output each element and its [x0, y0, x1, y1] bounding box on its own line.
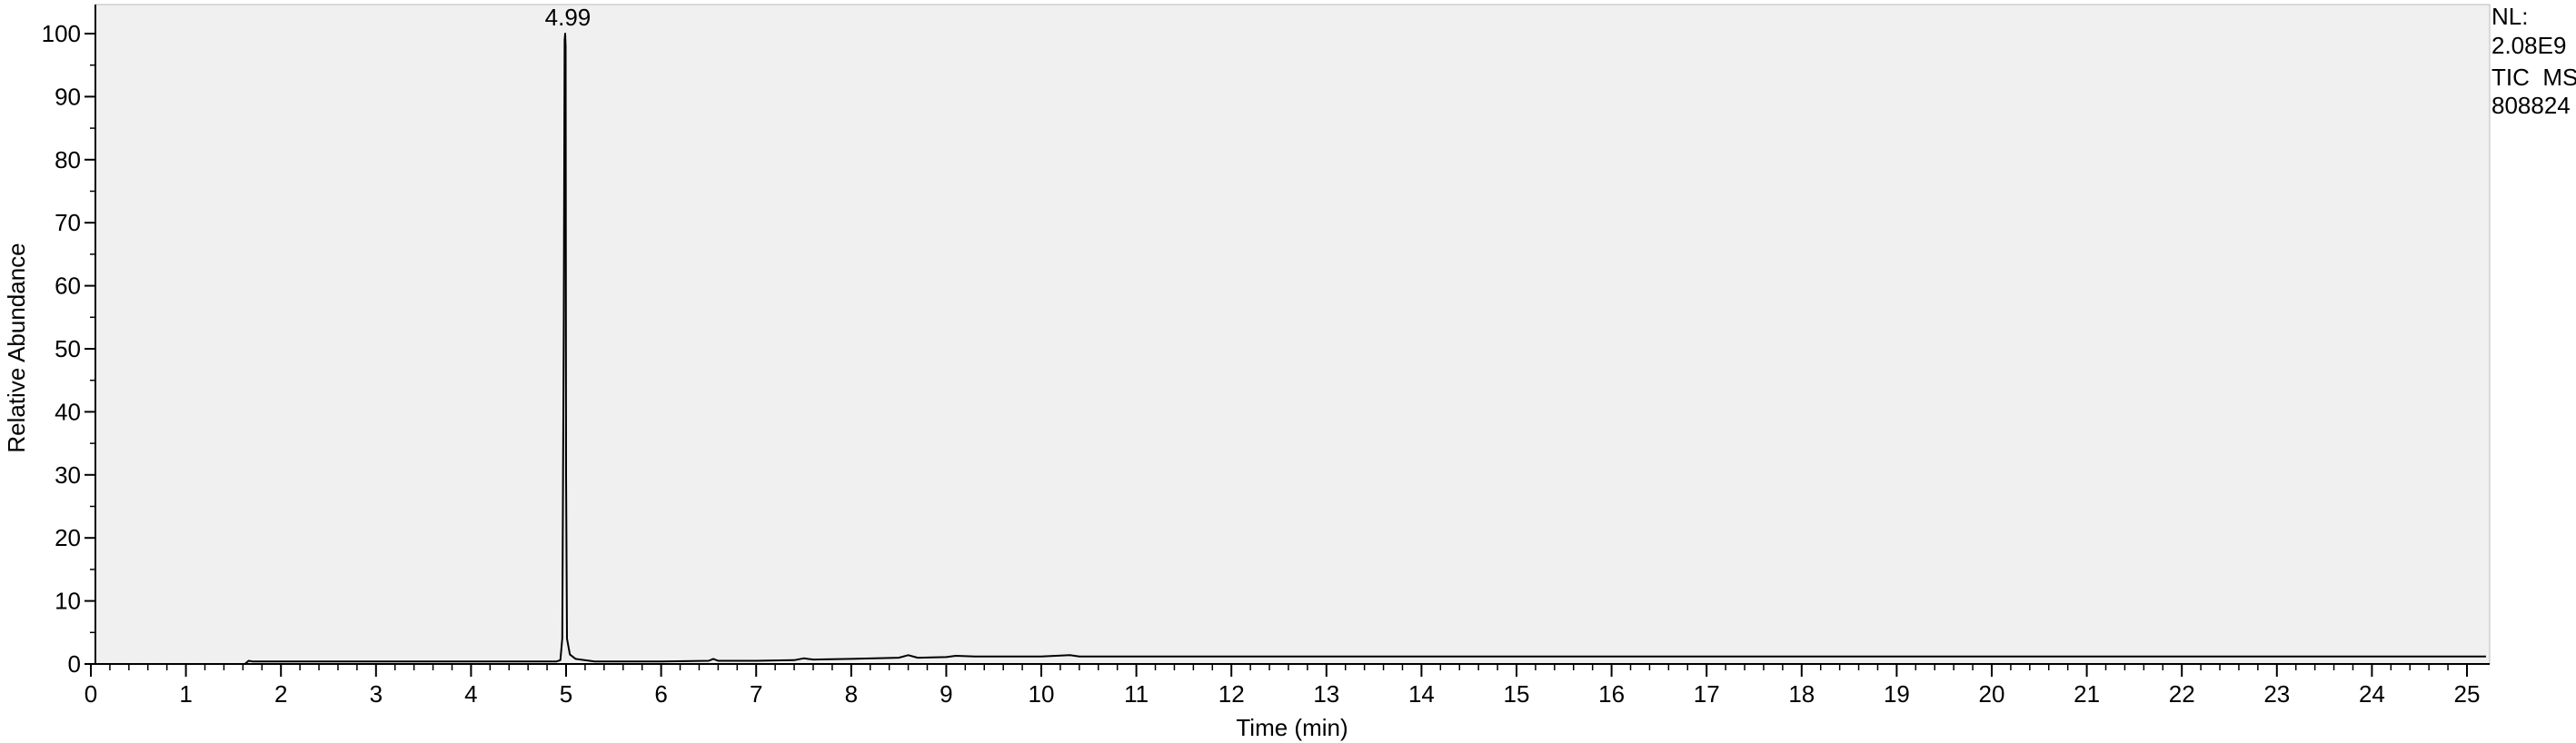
- y-tick-label: 40: [55, 398, 81, 425]
- x-tick-label: 17: [1694, 680, 1720, 708]
- peak-label: 4.99: [545, 4, 592, 31]
- y-tick-label: 10: [55, 588, 81, 615]
- x-tick-label: 8: [845, 680, 858, 708]
- x-tick-label: 24: [2359, 680, 2385, 708]
- info-scan-filter: TIC MS: [2491, 64, 2576, 91]
- y-tick-label: 50: [55, 335, 81, 362]
- y-tick-label: 100: [42, 20, 81, 47]
- y-axis-title: Relative Abundance: [3, 243, 30, 452]
- plot-background: [94, 4, 2491, 665]
- y-tick-label: 80: [55, 146, 81, 173]
- y-tick-label: 20: [55, 524, 81, 551]
- x-tick-label: 5: [560, 680, 572, 708]
- x-tick-label: 13: [1313, 680, 1339, 708]
- x-tick-label: 10: [1029, 680, 1055, 708]
- x-tick-label: 12: [1218, 680, 1245, 708]
- x-axis-ticks: 0 1 2 3 4 5 6 7 8 9 10 11 12 13 14 15 16 17 18 19 20 21 22 23 24…: [85, 664, 2481, 708]
- x-tick-label: 19: [1884, 680, 1910, 708]
- x-tick-label: 7: [750, 680, 762, 708]
- x-tick-label: 4: [464, 680, 477, 708]
- y-tick-label: 0: [68, 650, 81, 678]
- info-nl-value: 2.08E9: [2491, 32, 2566, 59]
- x-tick-label: 11: [1124, 680, 1149, 708]
- y-tick-label: 70: [55, 209, 81, 236]
- x-tick-label: 6: [654, 680, 667, 708]
- x-tick-label: 15: [1504, 680, 1530, 708]
- x-tick-label: 22: [2169, 680, 2195, 708]
- x-axis-title: Time (min): [1236, 714, 1348, 741]
- y-tick-label: 90: [55, 83, 81, 110]
- x-tick-label: 2: [274, 680, 287, 708]
- x-tick-label: 1: [179, 680, 192, 708]
- x-tick-label: 25: [2454, 680, 2481, 708]
- x-tick-label: 23: [2263, 680, 2290, 708]
- info-nl-label: NL:: [2491, 3, 2528, 30]
- y-tick-label: 30: [55, 461, 81, 489]
- x-minor-ticks: [109, 664, 2449, 670]
- y-axis-ticks: 0 10 20 30 40 50 60 70 80 90 100: [42, 20, 95, 678]
- x-tick-label: 9: [940, 680, 952, 708]
- x-tick-label: 20: [1979, 680, 2005, 708]
- x-tick-label: 21: [2074, 680, 2100, 708]
- x-tick-label: 16: [1598, 680, 1625, 708]
- info-file-id: 808824: [2491, 92, 2571, 119]
- tic-trace-line: [91, 33, 2486, 665]
- x-tick-label: 3: [370, 680, 383, 708]
- y-tick-label: 60: [55, 272, 81, 300]
- x-tick-label: 18: [1788, 680, 1815, 708]
- peak-annotations: 4.99: [545, 4, 592, 31]
- x-tick-label: 0: [85, 680, 97, 708]
- x-tick-label: 14: [1408, 680, 1435, 708]
